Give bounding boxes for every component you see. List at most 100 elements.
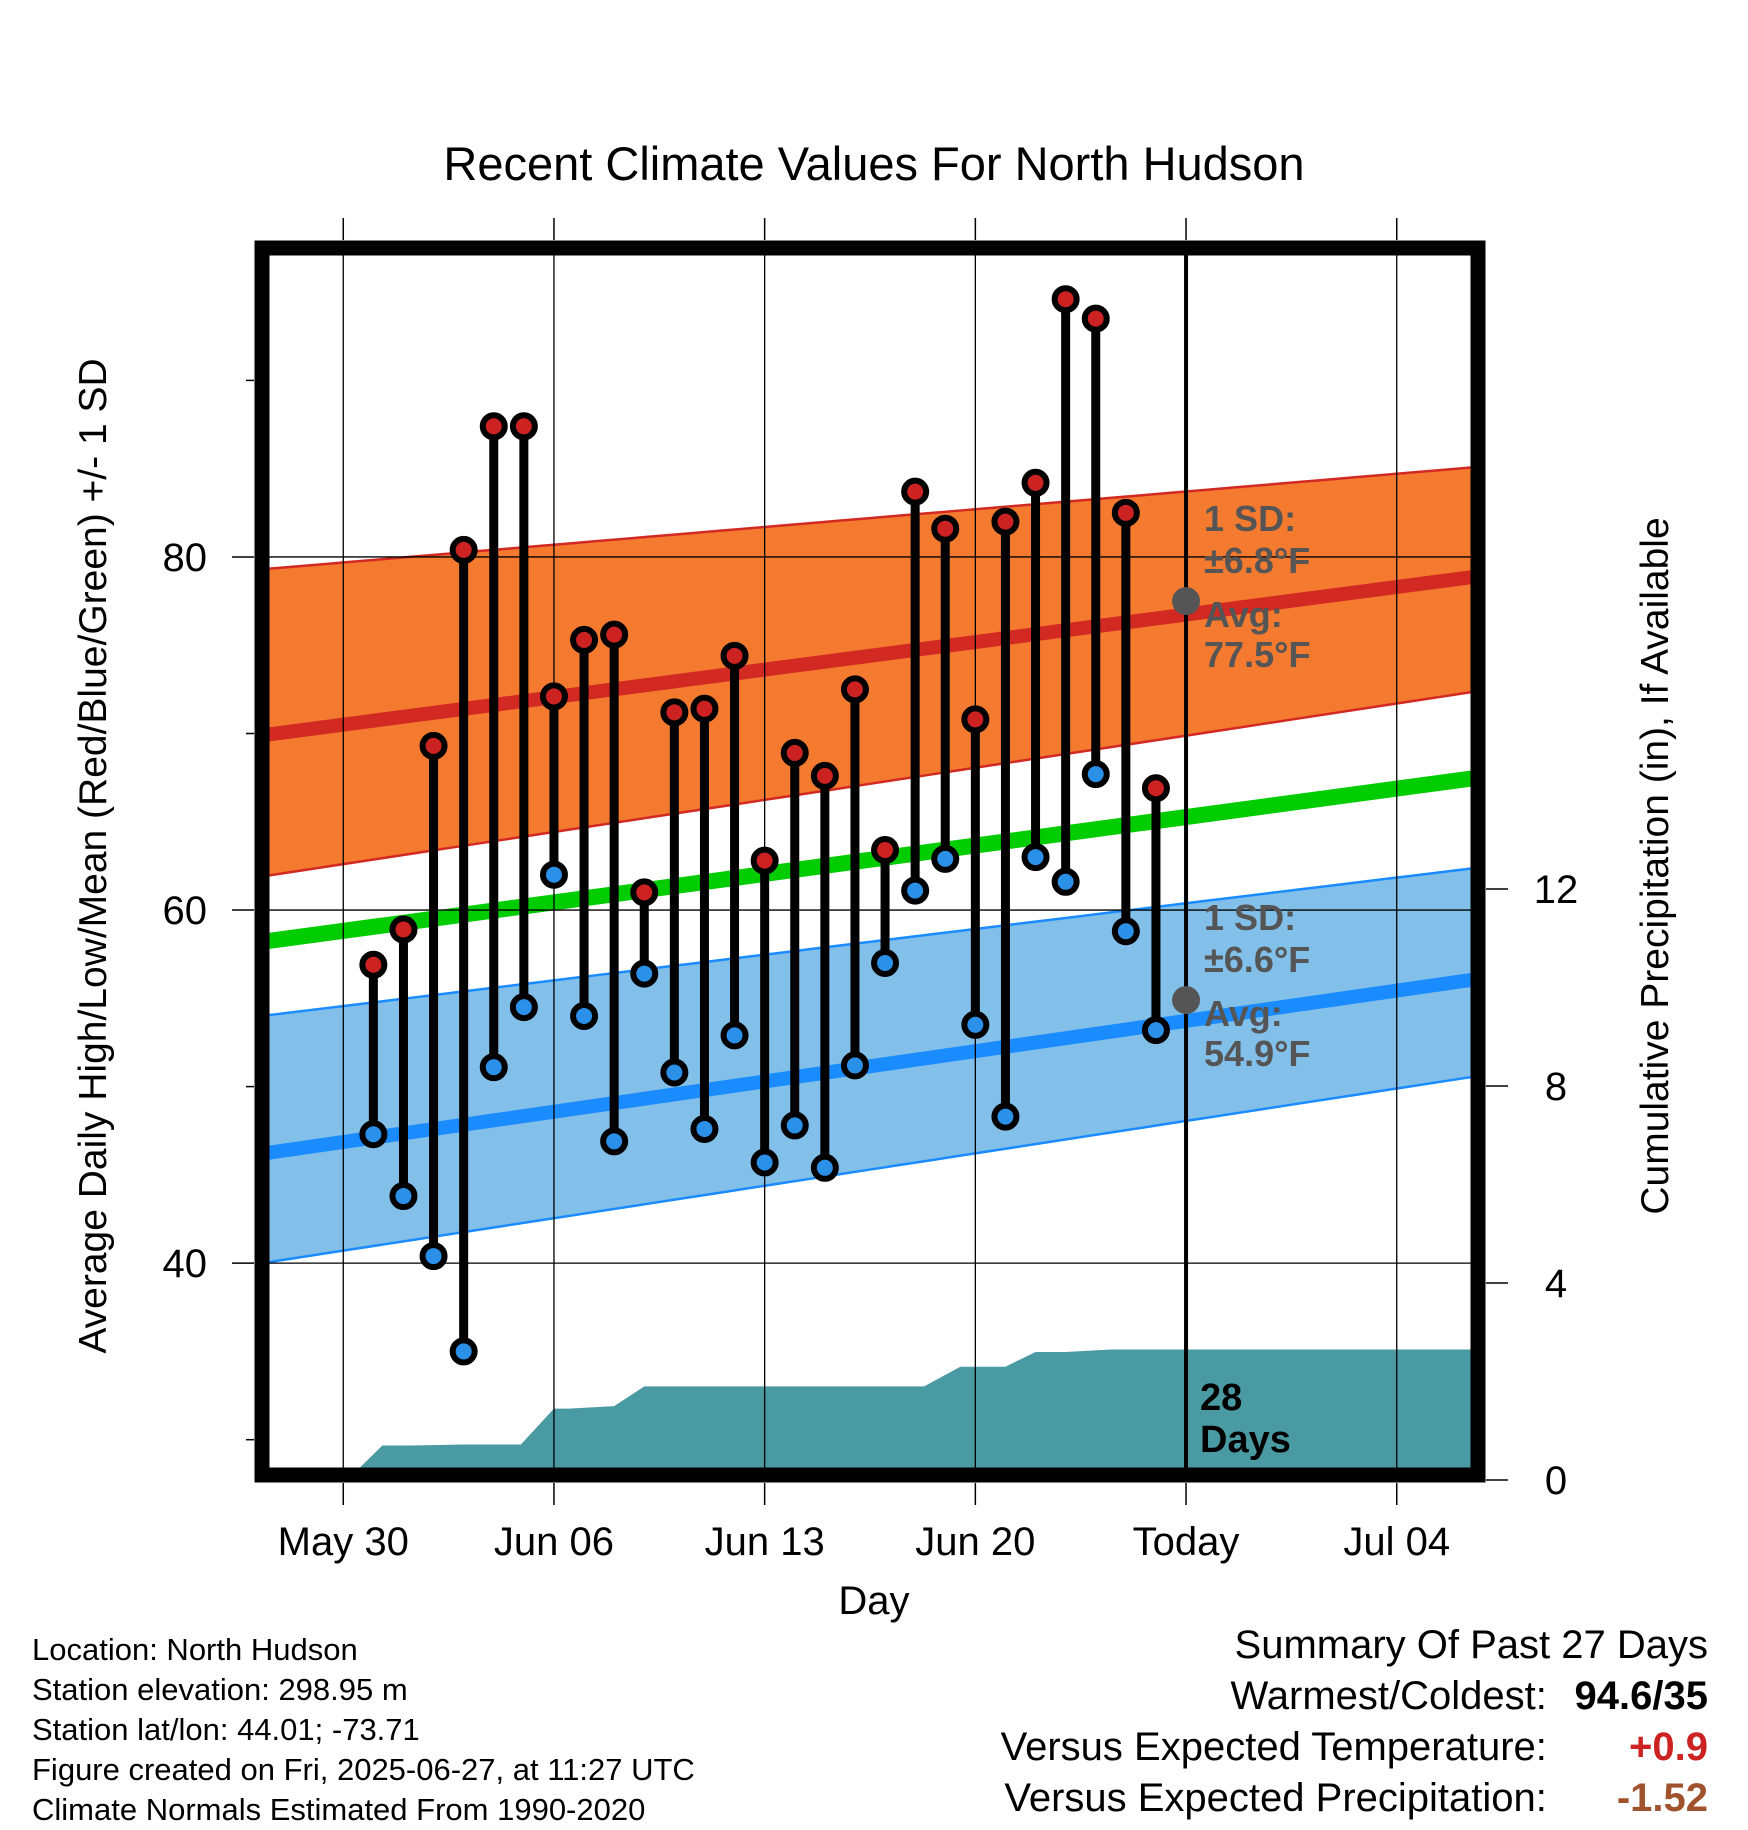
temp-label: Versus Expected Temperature:: [1000, 1725, 1547, 1769]
low-point: [1051, 867, 1080, 896]
low-point: [1111, 917, 1140, 946]
low-point: [840, 1051, 869, 1080]
low-point: [780, 1111, 809, 1140]
high-point: [479, 412, 508, 441]
y-axis-label-right: Cumulative Precipitation (in), If Availa…: [1634, 517, 1677, 1214]
high-point: [1051, 285, 1080, 314]
x-tick-label: Jun 13: [705, 1520, 825, 1564]
high-point: [660, 698, 689, 727]
high-point: [449, 535, 478, 564]
low-point: [901, 876, 930, 905]
y-tick-label-right: 0: [1545, 1459, 1567, 1503]
latlon-text: Station lat/lon: 44.01; -73.71: [32, 1712, 420, 1747]
low-point: [389, 1182, 418, 1211]
x-tick-label: Jul 04: [1343, 1520, 1450, 1564]
today-normal-marker: [1172, 587, 1201, 616]
avg-label: Avg:: [1204, 594, 1283, 635]
low-point: [991, 1102, 1020, 1131]
y-tick-label-right: 12: [1534, 868, 1579, 912]
low-point: [810, 1153, 839, 1182]
high-point: [810, 761, 839, 790]
high-point: [1111, 498, 1140, 527]
high-point: [931, 514, 960, 543]
low-point: [1141, 1016, 1170, 1045]
warmest-label: Warmest/Coldest:: [1230, 1674, 1547, 1718]
summary-warmest-row: Warmest/Coldest: 94.6/35: [1001, 1671, 1709, 1722]
low-point: [509, 993, 538, 1022]
x-tick-label: Today: [1133, 1520, 1240, 1564]
low-point: [600, 1127, 629, 1156]
high-point: [871, 836, 900, 865]
low-point: [931, 844, 960, 873]
high-point: [1021, 468, 1050, 497]
low-point: [660, 1058, 689, 1087]
precipitation-area: [262, 1349, 1478, 1475]
high-point: [961, 705, 990, 734]
days-label: 28: [1200, 1377, 1242, 1419]
low-point: [570, 1001, 599, 1030]
high-point: [720, 641, 749, 670]
low-point: [1081, 760, 1110, 789]
high-point: [570, 625, 599, 654]
climate-chart: Recent Climate Values For North Hudson 1…: [72, 137, 1677, 1623]
y-tick-label-right: 8: [1545, 1065, 1567, 1109]
low-point: [539, 860, 568, 889]
location-text: Location: North Hudson: [32, 1632, 358, 1667]
high-sd-band: [262, 465, 1478, 878]
high-point: [690, 694, 719, 723]
high-point: [840, 675, 869, 704]
x-tick-label: Jun 06: [494, 1520, 614, 1564]
low-point: [630, 959, 659, 988]
high-point: [419, 731, 448, 760]
created-text: Figure created on Fri, 2025-06-27, at 11…: [32, 1752, 695, 1787]
summary-precip-row: Versus Expected Precipitation: -1.52: [1001, 1773, 1708, 1824]
low-point: [750, 1148, 779, 1177]
warmest-value: 94.6/35: [1574, 1674, 1708, 1718]
days-label: Days: [1200, 1419, 1291, 1461]
low-point: [1021, 843, 1050, 872]
precip-label: Versus Expected Precipitation:: [1004, 1776, 1547, 1820]
high-point: [780, 738, 809, 767]
x-tick-label: Jun 20: [915, 1520, 1035, 1564]
precip-value: -1.52: [1616, 1776, 1708, 1820]
y-tick-label-right: 4: [1545, 1262, 1567, 1306]
y-tick-label-left: 60: [163, 889, 208, 933]
low-point: [690, 1114, 719, 1143]
low-point: [871, 949, 900, 978]
low-point: [720, 1021, 749, 1050]
sd-value: ±6.8°F: [1204, 540, 1310, 581]
y-tick-label-left: 80: [163, 536, 208, 580]
high-point: [1141, 774, 1170, 803]
x-tick-label: May 30: [278, 1520, 409, 1564]
sd-label: 1 SD:: [1204, 897, 1296, 938]
high-point: [600, 620, 629, 649]
high-point: [750, 846, 779, 875]
low-point: [449, 1337, 478, 1366]
summary-panel: Summary Of Past 27 Days Warmest/Coldest:…: [1001, 1620, 1708, 1824]
high-point: [539, 682, 568, 711]
high-point: [901, 477, 930, 506]
low-point: [961, 1010, 990, 1039]
high-point: [509, 412, 538, 441]
station-info: Location: North Hudson Station elevation…: [32, 1630, 695, 1830]
x-axis-label: Day: [838, 1579, 909, 1623]
elevation-text: Station elevation: 298.95 m: [32, 1672, 408, 1707]
low-point: [479, 1053, 508, 1082]
high-point: [630, 878, 659, 907]
high-point: [359, 950, 388, 979]
high-point: [991, 507, 1020, 536]
low-point: [359, 1120, 388, 1149]
y-tick-label-left: 40: [163, 1242, 208, 1286]
low-point: [419, 1242, 448, 1271]
temp-value: +0.9: [1629, 1725, 1708, 1769]
plot-frame: [254, 240, 1486, 1483]
normals-text: Climate Normals Estimated From 1990-2020: [32, 1792, 646, 1827]
sd-value: ±6.6°F: [1204, 939, 1310, 980]
y-axis-label-left: Average Daily High/Low/Mean (Red/Blue/Gr…: [72, 358, 115, 1353]
chart-title: Recent Climate Values For North Hudson: [443, 137, 1304, 190]
high-point: [389, 915, 418, 944]
avg-label: Avg:: [1204, 993, 1283, 1034]
avg-value: 54.9°F: [1204, 1033, 1310, 1074]
summary-title: Summary Of Past 27 Days: [1234, 1623, 1708, 1667]
